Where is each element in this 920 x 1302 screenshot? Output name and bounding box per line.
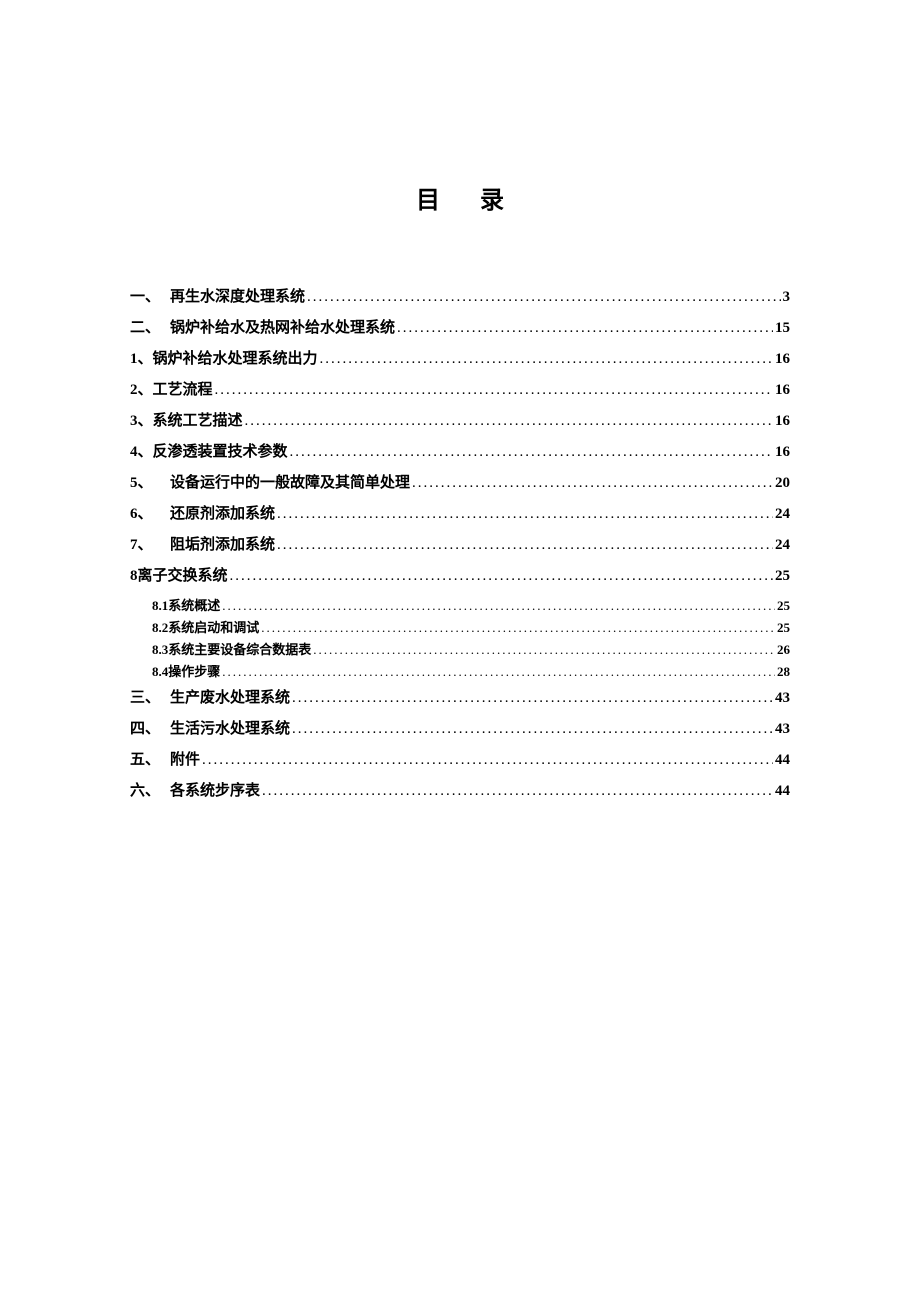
toc-entry-leader <box>230 568 773 585</box>
toc-entry-title: 设备运行中的一般故障及其简单处理 <box>170 471 410 492</box>
toc-entry-page: 28 <box>777 664 790 680</box>
toc-entry-title: 操作步骤 <box>168 661 220 680</box>
toc-entry-number: 六、 <box>130 779 170 800</box>
toc-container: 一、再生水深度处理系统 3 二、锅炉补给水及热网补给水处理系统 15 1、锅炉补给水处理… <box>130 285 790 800</box>
toc-entry-page: 20 <box>775 475 790 492</box>
toc-entry: 8.2 系统启动和调试 25 <box>130 617 790 636</box>
toc-entry: 1、锅炉补给水处理系统出力 16 <box>130 347 790 368</box>
toc-entry-leader <box>412 475 773 492</box>
toc-entry-title: 工艺流程 <box>153 378 213 399</box>
toc-entry-leader <box>261 620 775 636</box>
toc-entry-leader <box>320 351 773 368</box>
toc-entry-number: 二、 <box>130 316 170 337</box>
toc-entry-page: 16 <box>775 413 790 430</box>
toc-entry-leader <box>292 721 773 738</box>
toc-entry-leader <box>292 690 773 707</box>
toc-entry-number: 五、 <box>130 748 170 769</box>
toc-entry-number: 一、 <box>130 285 170 306</box>
toc-entry-leader <box>290 444 773 461</box>
toc-entry-title: 锅炉补给水处理系统出力 <box>153 347 318 368</box>
toc-entry: 六、各系统步序表 44 <box>130 779 790 800</box>
toc-entry-leader <box>397 320 773 337</box>
toc-entry-page: 3 <box>783 289 791 306</box>
toc-entry: 3、系统工艺描述 16 <box>130 409 790 430</box>
toc-entry-number: 6、 <box>130 502 170 523</box>
toc-entry-page: 25 <box>777 620 790 636</box>
toc-entry-page: 43 <box>775 721 790 738</box>
toc-entry-number: 8.1 <box>152 598 168 614</box>
toc-entry-title: 系统启动和调试 <box>168 617 259 636</box>
toc-entry-page: 44 <box>775 752 790 769</box>
toc-entry-number: 3、 <box>130 409 153 430</box>
toc-entry-title: 生活污水处理系统 <box>170 717 290 738</box>
toc-entry-title: 附件 <box>170 748 200 769</box>
toc-entry: 8 离子交换系统 25 <box>130 564 790 585</box>
toc-entry-page: 24 <box>775 537 790 554</box>
toc-entry: 4、反渗透装置技术参数 16 <box>130 440 790 461</box>
toc-entry-number: 1、 <box>130 347 153 368</box>
toc-entry-number: 8.4 <box>152 664 168 680</box>
toc-entry-leader <box>215 382 773 399</box>
toc-entry-title: 系统概述 <box>168 595 220 614</box>
toc-entry: 五、附件 44 <box>130 748 790 769</box>
toc-entry-number: 四、 <box>130 717 170 738</box>
toc-entry: 二、锅炉补给水及热网补给水处理系统 15 <box>130 316 790 337</box>
toc-entry: 一、再生水深度处理系统 3 <box>130 285 790 306</box>
toc-entry-title: 再生水深度处理系统 <box>170 285 305 306</box>
toc-entry: 四、生活污水处理系统 43 <box>130 717 790 738</box>
toc-entry-title: 离子交换系统 <box>138 564 228 585</box>
toc-entry-page: 16 <box>775 351 790 368</box>
toc-entry-number: 5、 <box>130 471 170 492</box>
toc-entry-page: 43 <box>775 690 790 707</box>
toc-entry-page: 25 <box>777 598 790 614</box>
toc-entry-number: 4、 <box>130 440 153 461</box>
toc-entry-leader <box>313 642 775 658</box>
toc-entry-leader <box>202 752 773 769</box>
toc-entry-number: 8.3 <box>152 642 168 658</box>
toc-entry: 8.4 操作步骤 28 <box>130 661 790 680</box>
toc-entry-page: 44 <box>775 783 790 800</box>
toc-entry-number: 2、 <box>130 378 153 399</box>
toc-entry-leader <box>277 506 773 523</box>
toc-entry: 7、阻垢剂添加系统 24 <box>130 533 790 554</box>
toc-entry-page: 16 <box>775 382 790 399</box>
toc-entry-title: 各系统步序表 <box>170 779 260 800</box>
toc-entry-page: 25 <box>775 568 790 585</box>
toc-entry-leader <box>307 289 780 306</box>
toc-entry-title: 生产废水处理系统 <box>170 686 290 707</box>
toc-entry-leader <box>262 783 773 800</box>
toc-entry-number: 8 <box>130 568 138 585</box>
toc-entry-leader <box>222 598 775 614</box>
toc-entry: 6、还原剂添加系统 24 <box>130 502 790 523</box>
toc-entry-number: 7、 <box>130 533 170 554</box>
toc-entry-title: 锅炉补给水及热网补给水处理系统 <box>170 316 395 337</box>
toc-entry-leader <box>222 664 775 680</box>
toc-entry: 8.3 系统主要设备综合数据表 26 <box>130 639 790 658</box>
toc-entry-title: 反渗透装置技术参数 <box>153 440 288 461</box>
toc-entry: 8.1 系统概述 25 <box>130 595 790 614</box>
toc-entry-page: 15 <box>775 320 790 337</box>
toc-entry-page: 24 <box>775 506 790 523</box>
toc-entry-number: 8.2 <box>152 620 168 636</box>
toc-entry-title: 还原剂添加系统 <box>170 502 275 523</box>
toc-entry-title: 系统工艺描述 <box>153 409 243 430</box>
toc-entry-leader <box>245 413 773 430</box>
toc-entry-title: 系统主要设备综合数据表 <box>168 639 311 658</box>
toc-entry: 2、工艺流程 16 <box>130 378 790 399</box>
toc-entry-leader <box>277 537 773 554</box>
toc-entry: 三、生产废水处理系统 43 <box>130 686 790 707</box>
toc-entry-page: 26 <box>777 642 790 658</box>
toc-title: 目录 <box>130 180 790 215</box>
toc-entry-page: 16 <box>775 444 790 461</box>
toc-entry: 5、设备运行中的一般故障及其简单处理 20 <box>130 471 790 492</box>
toc-entry-title: 阻垢剂添加系统 <box>170 533 275 554</box>
toc-entry-number: 三、 <box>130 686 170 707</box>
